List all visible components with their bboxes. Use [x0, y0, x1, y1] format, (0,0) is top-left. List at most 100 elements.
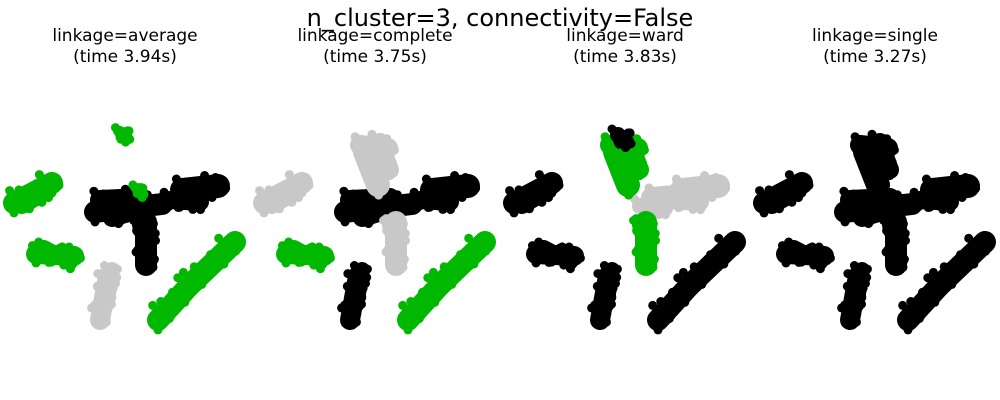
- panel-2-point: [281, 179, 291, 189]
- panel-3-point: [702, 191, 712, 201]
- panel-3-point: [639, 163, 649, 173]
- panel-3-point: [673, 187, 683, 197]
- panel-4-point: [886, 243, 896, 253]
- panel-3-point: [654, 210, 664, 219]
- panel-3-point: [668, 287, 677, 297]
- panel-4-point: [875, 151, 885, 161]
- panel-1-point: [214, 233, 224, 243]
- panel-1-point: [31, 258, 41, 268]
- panel-1-point: [148, 300, 158, 310]
- panel-2-point: [379, 216, 389, 225]
- panel-3-point: [700, 171, 710, 180]
- panel-1-point: [75, 253, 85, 263]
- panel-2-point: [350, 139, 360, 149]
- panel-1-point: [54, 180, 64, 190]
- panel-4-title-time: (time 3.27s): [823, 47, 927, 67]
- panel-2-point: [428, 267, 438, 277]
- panel-3-point: [600, 139, 610, 149]
- panel-3-point: [656, 186, 665, 196]
- panel-3-point: [731, 246, 741, 256]
- panel-3-point: [629, 161, 639, 171]
- panel-2-point: [421, 174, 431, 184]
- panel-1-point: [180, 297, 190, 307]
- panel-4-point: [845, 288, 855, 298]
- panel-4-point: [880, 180, 890, 190]
- panel-3-point: [544, 193, 553, 203]
- panel-2-point: [464, 233, 474, 243]
- panel-2-point: [284, 170, 294, 180]
- panel-1-point: [101, 307, 111, 317]
- panel-3-point: [697, 279, 707, 289]
- panel-2-point: [357, 206, 367, 216]
- panel-1-point: [115, 127, 125, 137]
- panel-4-point: [761, 191, 771, 201]
- panel-2-point: [374, 190, 384, 200]
- panel-2-point: [417, 191, 426, 201]
- panel-2-point: [461, 173, 470, 182]
- panel-4-point: [862, 264, 872, 274]
- panel-4-point: [840, 217, 850, 227]
- panel-1-point: [124, 126, 134, 136]
- panel-2-point: [388, 144, 398, 154]
- panel-1-scatter-plot: [3, 123, 246, 335]
- panel-1-point: [107, 299, 116, 309]
- panel-1-title-linkage: linkage=average: [52, 26, 198, 46]
- panel-2-point: [340, 217, 350, 227]
- panel-1-point: [107, 206, 117, 216]
- panel-1-point: [153, 325, 163, 335]
- panel-2-point: [453, 264, 463, 274]
- panel-2-point: [440, 189, 450, 199]
- panel-3-point: [649, 254, 659, 264]
- panel-1-title: linkage=average (time 3.94s): [0, 26, 250, 68]
- panel-1-point: [112, 264, 122, 274]
- panel-1-point: [59, 260, 69, 270]
- panel-3-point: [682, 179, 692, 189]
- panel-3-point: [640, 219, 650, 229]
- panel-3-point: [600, 132, 610, 142]
- panel-2-point: [395, 262, 405, 272]
- panel-2-point: [304, 248, 314, 258]
- panel-3-point: [612, 264, 622, 274]
- panel-1-point: [197, 279, 207, 289]
- panel-2-point: [281, 258, 291, 268]
- panel-1-point: [107, 293, 117, 303]
- panel-1-point: [164, 314, 174, 324]
- panel-4-point: [964, 233, 974, 243]
- panel-1-point: [148, 219, 158, 229]
- panel-4-point: [868, 213, 878, 223]
- panel-4-point: [930, 177, 940, 187]
- panel-4-point: [784, 237, 794, 247]
- panel-4-point: [953, 264, 963, 274]
- panel-4-point: [871, 181, 881, 191]
- panel-4-title: linkage=single (time 3.27s): [750, 26, 1000, 68]
- panel-2-point: [370, 138, 380, 148]
- panel-4-point: [869, 205, 879, 215]
- panel-2-point: [267, 191, 277, 201]
- panel-2-point: [406, 297, 416, 306]
- panel-4-point: [811, 244, 821, 254]
- panel-4-point: [947, 279, 957, 289]
- panel-1-point: [87, 303, 97, 313]
- panel-3-point: [656, 297, 666, 306]
- panel-1-point: [188, 204, 198, 214]
- panel-1-point: [211, 173, 220, 182]
- panel-3-point: [505, 186, 515, 196]
- panel-2-point: [399, 254, 409, 264]
- panel-1-point: [168, 287, 177, 297]
- panel-3-point: [680, 297, 690, 307]
- panel-4-point: [939, 262, 949, 272]
- panel-4-point: [809, 260, 819, 270]
- panel-2-title-linkage: linkage=complete: [297, 26, 453, 46]
- panel-2-point: [438, 204, 448, 214]
- panel-3-point: [604, 150, 614, 160]
- panel-4-point: [957, 193, 967, 202]
- panel-2-point: [294, 193, 303, 203]
- panel-3-point: [561, 244, 571, 254]
- panel-3-point: [559, 260, 569, 270]
- panel-4-point: [839, 186, 849, 196]
- panel-4-point: [857, 206, 867, 216]
- panel-3-point: [537, 197, 547, 207]
- panel-3-point: [601, 307, 611, 317]
- panel-2-point: [277, 197, 286, 207]
